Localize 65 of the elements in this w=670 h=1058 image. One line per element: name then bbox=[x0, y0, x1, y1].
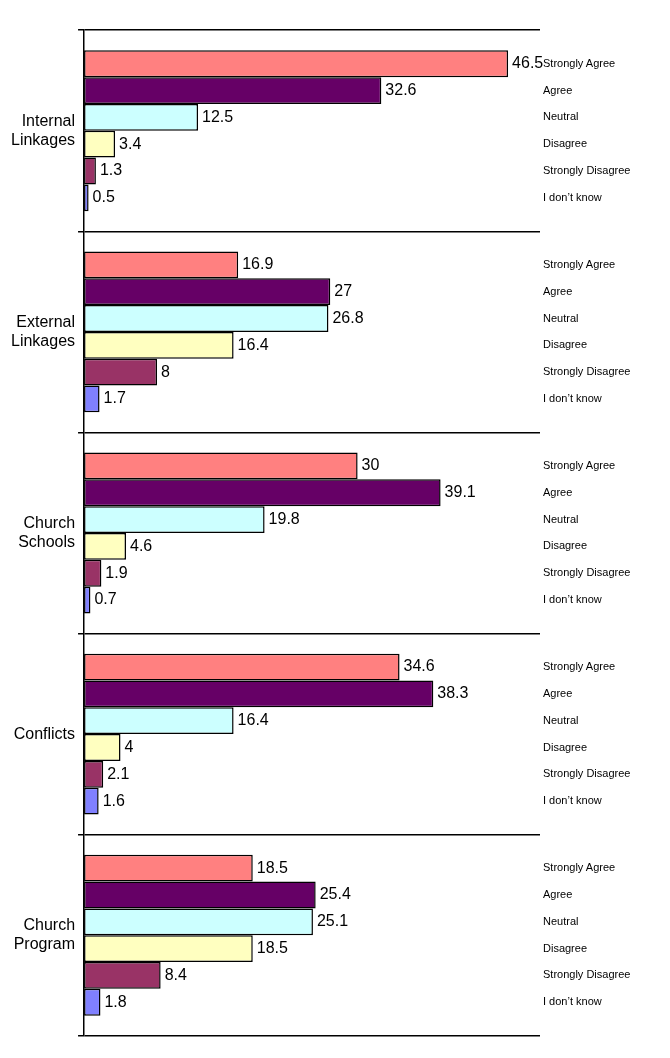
data-label: 46.5 bbox=[512, 54, 544, 72]
text: Strongly Agree bbox=[543, 56, 616, 69]
text: Agree bbox=[543, 83, 573, 96]
text: Agree bbox=[543, 485, 573, 498]
text: Disagree bbox=[543, 338, 588, 351]
text: Disagree bbox=[543, 539, 588, 552]
text: Strongly Disagree bbox=[543, 365, 631, 378]
text: I don’t know bbox=[543, 794, 602, 807]
text: Neutral bbox=[543, 914, 579, 927]
text: Disagree bbox=[543, 740, 588, 753]
y-tick-label: Church Program bbox=[13, 916, 76, 953]
text: Strongly Disagree bbox=[543, 566, 631, 579]
data-label: 1.3 bbox=[99, 161, 123, 179]
text: Agree bbox=[543, 888, 573, 901]
data-label: 34.6 bbox=[403, 657, 435, 675]
data-label: 0.7 bbox=[94, 590, 117, 608]
text: Neutral bbox=[543, 311, 579, 324]
data-label: 3.4 bbox=[119, 134, 142, 152]
data-label: 8.4 bbox=[164, 965, 187, 983]
data-label: 18.5 bbox=[256, 858, 288, 876]
data-label: 38.3 bbox=[437, 684, 469, 702]
data-label: 26.8 bbox=[332, 308, 364, 326]
text: Neutral bbox=[543, 713, 579, 726]
text: Strongly Disagree bbox=[543, 767, 631, 780]
text: Agree bbox=[543, 284, 573, 297]
y-tick-label: Church Schools bbox=[18, 513, 76, 551]
data-label: 25.1 bbox=[316, 912, 349, 930]
text: Strongly Agree bbox=[543, 861, 616, 874]
data-label: 12.5 bbox=[202, 107, 234, 125]
data-label: 1.6 bbox=[102, 791, 125, 809]
y-tick-label: External Linkages bbox=[11, 312, 76, 349]
data-label: 19.8 bbox=[268, 510, 300, 527]
data-label: 2.1 bbox=[107, 764, 130, 782]
text: Strongly Agree bbox=[543, 257, 616, 270]
data-label: 25.4 bbox=[319, 885, 351, 903]
data-label: 32.6 bbox=[385, 80, 417, 98]
text: Strongly Agree bbox=[543, 660, 616, 673]
data-label: 4 bbox=[124, 737, 134, 755]
text: Disagree bbox=[543, 941, 588, 954]
text: Disagree bbox=[543, 137, 588, 150]
data-label: 18.5 bbox=[256, 939, 288, 957]
data-label: 39.1 bbox=[444, 483, 476, 501]
data-label: 16.4 bbox=[237, 711, 269, 729]
text: Strongly Disagree bbox=[543, 164, 631, 177]
y-tick-label: Internal Linkages bbox=[11, 111, 76, 148]
data-label: 8 bbox=[161, 362, 170, 380]
data-label: 16.9 bbox=[242, 255, 274, 273]
text: Neutral bbox=[543, 512, 579, 525]
text: I don’t know bbox=[543, 190, 602, 203]
data-label: 27 bbox=[334, 282, 353, 300]
text: I don’t know bbox=[543, 995, 602, 1008]
data-label: 1.7 bbox=[103, 389, 126, 407]
text: Strongly Agree bbox=[543, 458, 616, 471]
text: I don’t know bbox=[543, 593, 602, 606]
text: I don’t know bbox=[543, 391, 602, 404]
y-tick-label: Conflicts bbox=[13, 724, 76, 742]
data-label: 0.5 bbox=[92, 188, 115, 206]
data-label: 1.8 bbox=[104, 992, 127, 1010]
data-label: 1.9 bbox=[105, 563, 128, 581]
data-label: 30 bbox=[361, 456, 380, 474]
data-label: 16.4 bbox=[237, 335, 269, 353]
data-label: 4.6 bbox=[129, 536, 153, 554]
text: Strongly Disagree bbox=[543, 968, 631, 981]
text: Neutral bbox=[543, 110, 579, 123]
text: Agree bbox=[543, 686, 573, 699]
